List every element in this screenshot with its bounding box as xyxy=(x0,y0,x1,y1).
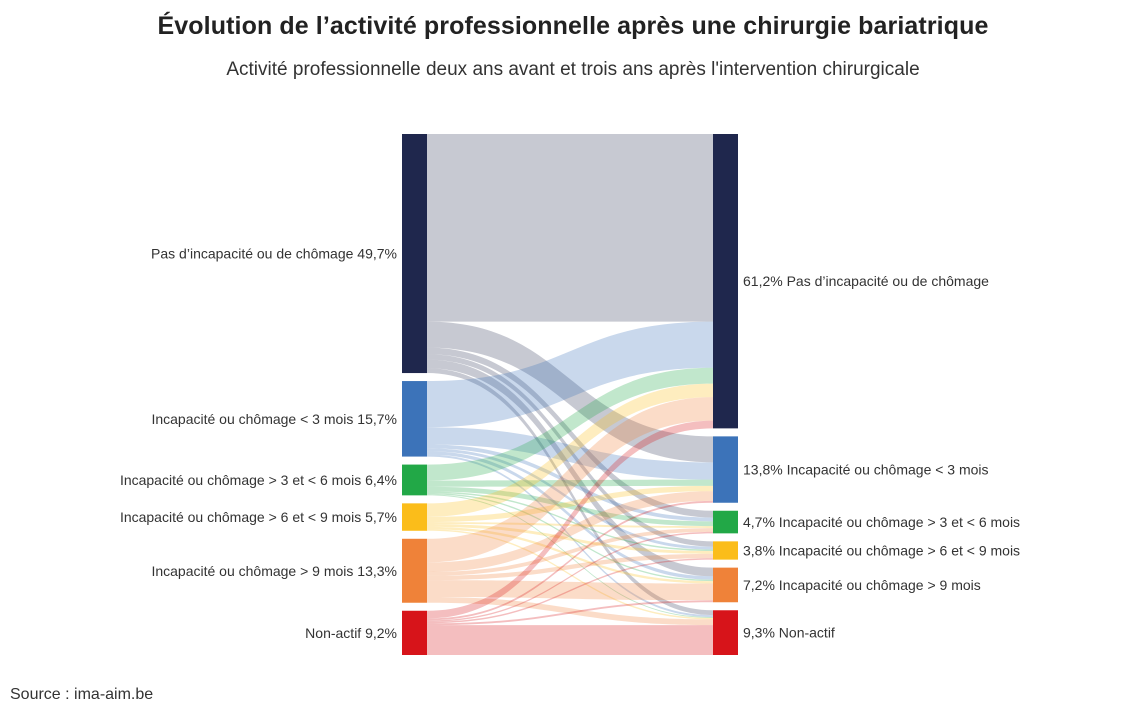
node-labels: Pas d’incapacité ou de chômage 49,7% Inca… xyxy=(120,246,1020,641)
flow-link-incapacite-ou-chomage-3-et-6-mois-to-incapacite-ou-chomage-3-et-6-mois xyxy=(427,486,713,527)
flow-link-incapacite-ou-chomage-3-et-6-mois-to-incapacite-ou-chomage-9-mois xyxy=(427,492,713,582)
flow-link-pas-d-incapacite-ou-de-chomage-to-incapacite-ou-chomage-3-mois xyxy=(427,321,713,463)
flow-link-non-actif-to-incapacite-ou-chomage-3-mois xyxy=(427,500,713,621)
right-node-non-actif xyxy=(713,610,738,655)
flow-link-incapacite-ou-chomage-9-mois-to-incapacite-ou-chomage-3-mois xyxy=(427,491,713,572)
source-note: Source : ima-aim.be xyxy=(10,686,154,703)
left-node-incapacite-ou-chomage-3-et-6-mois xyxy=(402,464,427,496)
flow-link-incapacite-ou-chomage-6-et-9-mois-to-incapacite-ou-chomage-9-mois xyxy=(427,526,713,584)
flow-link-incapacite-ou-chomage-6-et-9-mois-to-incapacite-ou-chomage-6-et-9-mois xyxy=(427,524,713,554)
flow-link-incapacite-ou-chomage-3-et-6-mois-to-non-actif xyxy=(427,494,713,618)
flow-link-incapacite-ou-chomage-6-et-9-mois-to-non-actif xyxy=(427,529,713,620)
flow-link-incapacite-ou-chomage-3-et-6-mois-to-incapacite-ou-chomage-6-et-9-mois xyxy=(427,491,713,551)
flow-link-pas-d-incapacite-ou-de-chomage-to-non-actif xyxy=(427,368,713,616)
chart-title: Évolution de l’activité professionnelle … xyxy=(157,12,989,40)
flow-link-pas-d-incapacite-ou-de-chomage-to-incapacite-ou-chomage-6-et-9-mois xyxy=(427,354,713,547)
flow-link-non-actif-to-incapacite-ou-chomage-6-et-9-mois xyxy=(427,558,713,624)
flow-link-incapacite-ou-chomage-6-et-9-mois-to-incapacite-ou-chomage-3-mois xyxy=(427,485,713,523)
flow-link-pas-d-incapacite-ou-de-chomage-to-incapacite-ou-chomage-9-mois xyxy=(427,359,713,577)
left-node-incapacite-ou-chomage-9-mois xyxy=(402,538,427,603)
flow-link-incapacite-ou-chomage-6-et-9-mois-to-incapacite-ou-chomage-3-et-6-mois xyxy=(427,522,713,529)
left-node-label: Pas d’incapacité ou de chômage 49,7% xyxy=(151,246,397,262)
right-node-incapacite-ou-chomage-3-mois xyxy=(713,436,738,503)
right-node-label: 7,2% Incapacité ou chômage > 9 mois xyxy=(743,577,981,593)
right-node-label: 61,2% Pas d’incapacité ou de chômage xyxy=(743,273,989,289)
flow-link-pas-d-incapacite-ou-de-chomage-to-incapacite-ou-chomage-3-et-6-mois xyxy=(427,347,713,518)
flow-link-incapacite-ou-chomage-9-mois-to-pas-d-incapacite-ou-de-chomage xyxy=(427,397,713,563)
flow-link-incapacite-ou-chomage-3-mois-to-incapacite-ou-chomage-9-mois xyxy=(427,451,713,580)
left-node-incapacite-ou-chomage-6-et-9-mois xyxy=(402,503,427,531)
flow-link-incapacite-ou-chomage-9-mois-to-incapacite-ou-chomage-9-mois xyxy=(427,580,713,601)
left-node-label: Incapacité ou chômage < 3 mois 15,7% xyxy=(151,411,397,427)
flow-link-incapacite-ou-chomage-3-et-6-mois-to-incapacite-ou-chomage-3-mois xyxy=(427,479,713,487)
right-node-label: 13,8% Incapacité ou chômage < 3 mois xyxy=(743,462,989,478)
left-node-label: Incapacité ou chômage > 6 et < 9 mois 5,… xyxy=(120,509,397,525)
right-node-label: 4,7% Incapacité ou chômage > 3 et < 6 mo… xyxy=(743,514,1020,530)
right-node-incapacite-ou-chomage-9-mois xyxy=(713,567,738,603)
flow-links xyxy=(427,134,713,655)
left-node-pas-d-incapacite-ou-de-chomage xyxy=(402,134,427,374)
left-node-non-actif xyxy=(402,610,427,655)
flow-link-incapacite-ou-chomage-3-mois-to-incapacite-ou-chomage-3-mois xyxy=(427,427,713,480)
flow-link-incapacite-ou-chomage-6-et-9-mois-to-pas-d-incapacite-ou-de-chomage xyxy=(427,383,713,517)
right-node-label: 9,3% Non-actif xyxy=(743,625,835,641)
right-node-label: 3,8% Incapacité ou chômage > 6 et < 9 mo… xyxy=(743,542,1020,558)
flow-link-incapacite-ou-chomage-9-mois-to-incapacite-ou-chomage-3-et-6-mois xyxy=(427,528,713,576)
sankey-nodes xyxy=(402,134,738,655)
flow-link-non-actif-to-incapacite-ou-chomage-9-mois xyxy=(427,600,713,626)
flow-link-non-actif-to-non-actif xyxy=(427,625,713,655)
right-node-incapacite-ou-chomage-6-et-9-mois xyxy=(713,541,738,560)
flow-link-non-actif-to-pas-d-incapacite-ou-de-chomage xyxy=(427,420,713,619)
flow-link-incapacite-ou-chomage-9-mois-to-incapacite-ou-chomage-6-et-9-mois xyxy=(427,553,713,581)
flow-link-incapacite-ou-chomage-3-et-6-mois-to-pas-d-incapacite-ou-de-chomage xyxy=(427,367,713,481)
flow-link-incapacite-ou-chomage-9-mois-to-non-actif xyxy=(427,596,713,626)
left-node-incapacite-ou-chomage-3-mois xyxy=(402,381,427,457)
left-node-label: Non-actif 9,2% xyxy=(305,625,397,641)
left-node-label: Incapacité ou chômage > 3 et < 6 mois 6,… xyxy=(120,472,397,488)
flow-link-incapacite-ou-chomage-3-mois-to-non-actif xyxy=(427,454,713,618)
flow-link-incapacite-ou-chomage-3-mois-to-incapacite-ou-chomage-6-et-9-mois xyxy=(427,448,713,550)
flow-link-incapacite-ou-chomage-3-mois-to-incapacite-ou-chomage-3-et-6-mois xyxy=(427,444,713,522)
flow-link-pas-d-incapacite-ou-de-chomage-to-pas-d-incapacite-ou-de-chomage xyxy=(427,134,713,322)
flow-link-incapacite-ou-chomage-3-mois-to-pas-d-incapacite-ou-de-chomage xyxy=(427,321,713,428)
flow-link-non-actif-to-incapacite-ou-chomage-3-et-6-mois xyxy=(427,531,713,622)
left-node-label: Incapacité ou chômage > 9 mois 13,3% xyxy=(151,563,397,579)
right-node-incapacite-ou-chomage-3-et-6-mois xyxy=(713,510,738,534)
chart-subtitle: Activité professionnelle deux ans avant … xyxy=(226,59,920,80)
right-node-pas-d-incapacite-ou-de-chomage xyxy=(713,134,738,429)
